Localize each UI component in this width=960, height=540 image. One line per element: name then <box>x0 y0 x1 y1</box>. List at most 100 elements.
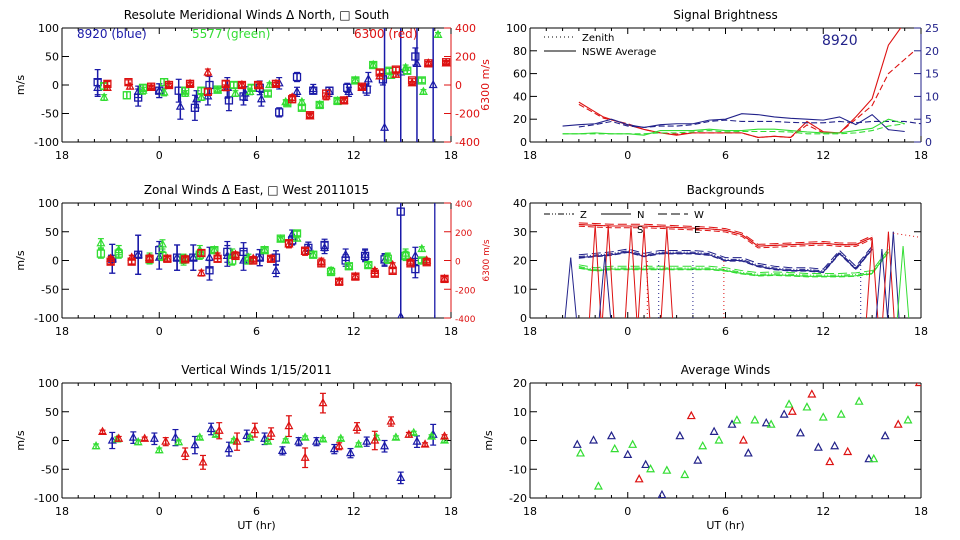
x-tick-label: 0 <box>624 505 631 518</box>
y-tick-label: 50 <box>45 406 59 419</box>
dropout-line <box>624 225 632 318</box>
y-tick-label: 0 <box>520 435 527 448</box>
data-point-triangle <box>628 439 638 448</box>
data-point-triangle <box>818 412 828 421</box>
data-point-triangle <box>784 399 794 408</box>
data-point-triangle <box>266 428 276 437</box>
chart-title: Signal Brightness <box>673 8 778 22</box>
data-point-triangle <box>203 67 213 76</box>
data-point-square <box>339 96 349 105</box>
data-point-triangle <box>572 439 582 448</box>
data-point-triangle <box>714 435 724 444</box>
data-point-square <box>322 89 331 98</box>
data-point-square <box>181 255 190 264</box>
data-point-triangle <box>391 432 401 441</box>
data-point-square <box>181 86 190 95</box>
x-tick-label: 18 <box>914 325 928 338</box>
data-point-square <box>344 262 354 271</box>
dropout-line <box>902 246 910 318</box>
data-point-triangle <box>300 432 310 441</box>
data-point-triangle <box>397 311 405 318</box>
data-point-triangle <box>157 239 167 248</box>
data-point-triangle <box>321 91 331 100</box>
data-point-triangle <box>292 86 302 95</box>
series-6300 <box>98 392 450 470</box>
y-tick-label: 100 <box>38 22 59 35</box>
data-point-triangle <box>423 58 433 67</box>
data-point-triangle <box>185 78 195 87</box>
x-tick-label: 6 <box>253 505 260 518</box>
data-point-triangle <box>271 78 281 87</box>
data-point-triangle <box>263 436 273 445</box>
data-point-triangle <box>396 472 406 481</box>
data-point-triangle <box>232 436 242 445</box>
data-point-triangle <box>623 449 633 458</box>
data-point-square <box>288 95 297 104</box>
y-tick-label: 10 <box>513 406 527 419</box>
series-line-6300 <box>578 224 873 247</box>
x-tick-label: 6 <box>722 149 729 162</box>
data-point-square <box>249 256 258 265</box>
data-point-triangle <box>634 474 644 483</box>
y-tick-label: 20 <box>513 377 527 390</box>
data-point-triangle <box>795 428 805 437</box>
y2-tick-label: 400 <box>455 22 476 35</box>
y-label: m/s <box>482 430 495 450</box>
data-point-triangle <box>893 419 903 428</box>
y-tick-label: 0 <box>520 312 527 325</box>
plot-area <box>562 28 921 139</box>
data-point-triangle <box>91 440 101 450</box>
data-point-triangle <box>214 425 224 434</box>
chart-title: Vertical Winds 1/15/2011 <box>181 363 332 377</box>
data-point-triangle <box>743 448 753 457</box>
data-point-triangle <box>418 86 428 95</box>
data-point-triangle <box>284 420 294 430</box>
data-point-square <box>195 250 204 259</box>
x-tick-label: 12 <box>816 149 830 162</box>
data-point-triangle <box>175 101 185 110</box>
y2-tick-label: 25 <box>925 22 939 35</box>
y-tick-label: 100 <box>38 197 59 210</box>
data-point-triangle <box>698 440 708 450</box>
data-point-triangle <box>428 79 438 89</box>
data-point-square <box>411 264 420 274</box>
series-line-6300-zenith <box>578 50 915 139</box>
plot-area <box>91 392 450 485</box>
data-point-triangle <box>813 442 823 451</box>
dropout-line <box>564 257 572 318</box>
data-point-square <box>351 272 360 281</box>
y-tick-label: 50 <box>45 51 59 64</box>
y2-tick-label: 200 <box>455 51 476 64</box>
data-point-square <box>292 229 302 238</box>
dropout-line <box>604 254 612 318</box>
data-point-square <box>292 72 302 82</box>
data-point-square <box>134 93 143 102</box>
data-point-square <box>305 111 315 120</box>
data-point-triangle <box>370 435 380 444</box>
data-point-triangle <box>99 92 109 101</box>
data-point-square <box>343 83 352 92</box>
y2-tick-label: 10 <box>925 90 939 103</box>
data-point-triangle <box>206 423 216 433</box>
data-point-square <box>315 100 324 110</box>
legend: Z N W S E <box>544 210 704 236</box>
series-line-variant <box>578 249 873 274</box>
data-point-square <box>320 240 329 250</box>
data-point-square <box>271 79 281 89</box>
legend-label: W <box>694 210 704 221</box>
chart-meridional: Resolute Meridional Winds Δ North, □ Sou… <box>14 8 492 162</box>
dropout-line <box>570 257 577 318</box>
chart-zonal: Zonal Winds Δ East, □ West 2011015 18 0 6 12… <box>14 183 492 338</box>
data-point-triangle <box>98 426 108 435</box>
data-point-triangle <box>391 69 401 78</box>
series-line-8920 <box>578 248 873 273</box>
data-point-triangle <box>766 419 776 428</box>
data-point-triangle <box>854 396 864 405</box>
data-point-triangle <box>807 389 817 398</box>
data-point-triangle <box>245 432 255 441</box>
y2-tick-label: -200 <box>455 108 480 121</box>
data-point-square <box>351 76 360 85</box>
data-point-triangle <box>836 409 846 418</box>
data-point-square <box>229 80 238 90</box>
